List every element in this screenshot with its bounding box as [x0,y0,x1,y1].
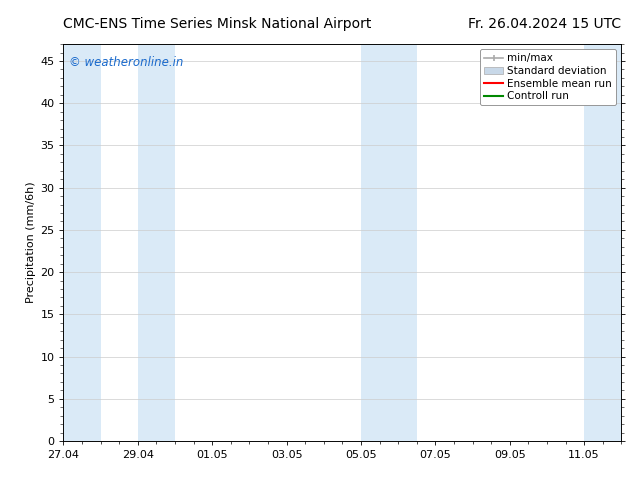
Text: Fr. 26.04.2024 15 UTC: Fr. 26.04.2024 15 UTC [468,17,621,31]
Bar [63,44,101,441]
Y-axis label: Precipitation (mm/6h): Precipitation (mm/6h) [26,182,36,303]
Text: © weatheronline.in: © weatheronline.in [69,56,183,69]
Bar [361,44,417,441]
Bar [138,44,175,441]
Text: CMC-ENS Time Series Minsk National Airport: CMC-ENS Time Series Minsk National Airpo… [63,17,372,31]
Legend: min/max, Standard deviation, Ensemble mean run, Controll run: min/max, Standard deviation, Ensemble me… [480,49,616,105]
Bar [584,44,621,441]
